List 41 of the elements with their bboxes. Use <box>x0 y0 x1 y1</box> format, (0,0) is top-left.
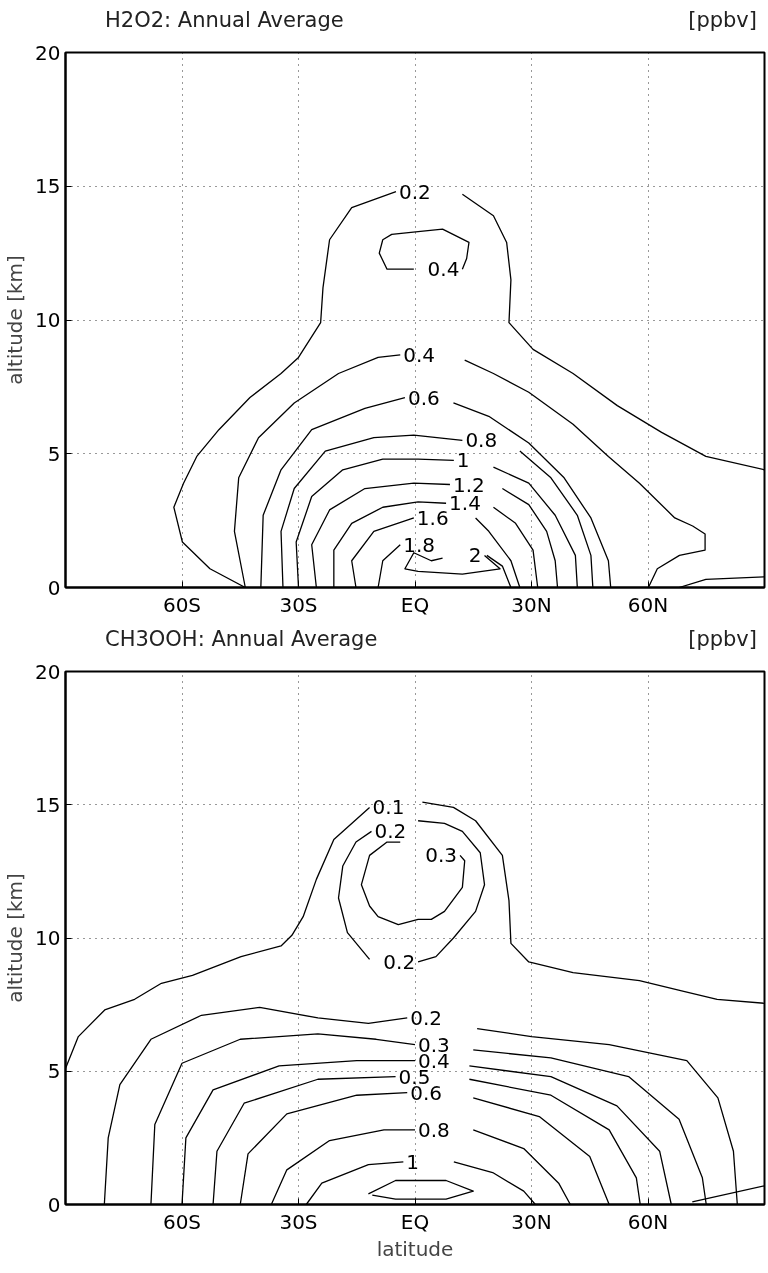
y-axis-title: altitude [km] <box>3 873 28 1003</box>
x-tick-label: 60N <box>627 592 669 617</box>
series-label: 0.6 <box>407 385 440 410</box>
series-label: 0.2 <box>410 1005 443 1030</box>
series-label: 0.2 <box>383 949 416 974</box>
series-label: 0.3 <box>425 843 458 868</box>
x-tick-label: 30N <box>511 592 552 617</box>
x-tick-label: EQ <box>400 592 430 617</box>
series-label: 0.2 <box>398 179 431 204</box>
series-label: 1.6 <box>416 505 449 530</box>
y-tick-label: 5 <box>47 441 61 466</box>
series-label: 1.8 <box>403 532 436 557</box>
y-tick-label: 5 <box>47 1059 61 1084</box>
series-label: 0.4 <box>403 342 436 367</box>
y-tick-label: 20 <box>35 40 61 65</box>
y-tick-label: 10 <box>35 926 61 950</box>
series-label: 2 <box>468 543 482 568</box>
x-tick-label: 30S <box>279 1209 318 1234</box>
y-tick-label: 20 <box>35 659 61 684</box>
series-label: 0.8 <box>418 1117 450 1142</box>
y-tick-label: 0 <box>47 575 61 600</box>
series-label: 0.1 <box>372 795 405 820</box>
text: [ppbv] <box>688 626 757 653</box>
y-axis-title: altitude [km] <box>3 255 28 385</box>
x-tick-label: EQ <box>400 1209 430 1234</box>
x-tick-label: 60N <box>627 1209 669 1234</box>
x-tick-label: 30N <box>511 1209 552 1234</box>
series-label: 1 <box>406 1149 420 1174</box>
text: [ppbv] <box>688 7 757 34</box>
series-label: 0.2 <box>374 819 407 844</box>
x-tick-label: 60S <box>162 592 202 617</box>
x-tick-label: 30S <box>279 592 318 617</box>
series-label: 0.4 <box>427 257 460 282</box>
x-tick-label: 60S <box>162 1209 202 1234</box>
y-tick-label: 15 <box>35 174 61 199</box>
y-tick-label: 10 <box>35 308 61 332</box>
x-axis-title: latitude <box>376 1236 454 1261</box>
y-tick-label: 0 <box>47 1192 61 1217</box>
y-tick-label: 15 <box>35 792 61 817</box>
chart-title: H2O2: Annual Average <box>105 7 344 34</box>
chart-title: CH3OOH: Annual Average <box>105 626 378 653</box>
